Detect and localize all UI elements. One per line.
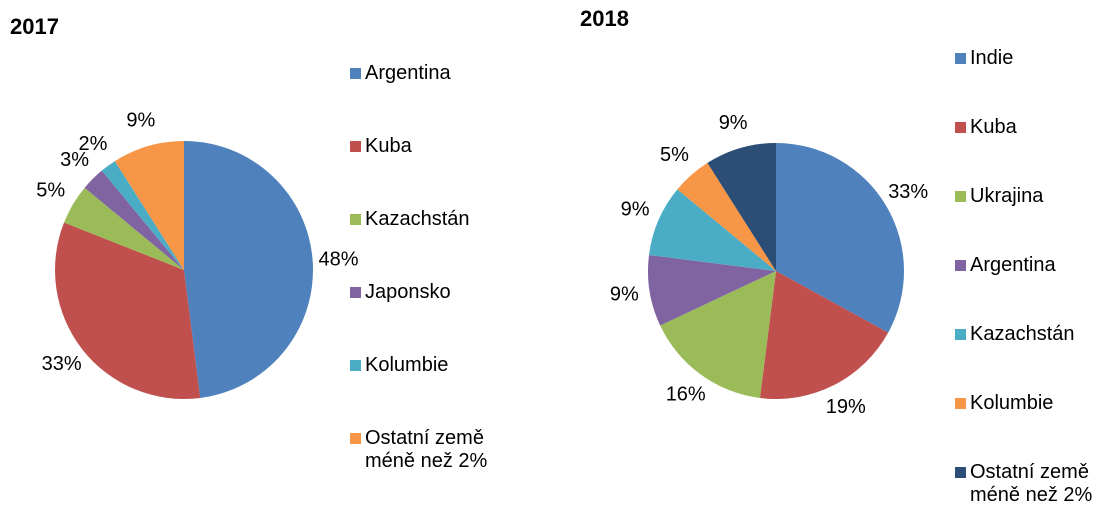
pie-slice (648, 254, 776, 326)
legend-label: Kuba (365, 135, 412, 157)
legend-label: Kuba (970, 116, 1017, 138)
data-label: 16% (666, 384, 706, 406)
pie-slice (649, 189, 776, 271)
legend-label: Kolumbie (365, 354, 449, 376)
data-label: 9% (610, 283, 639, 305)
legend-swatch (955, 260, 966, 271)
data-label: 9% (126, 110, 155, 132)
chart-title: 2018 (580, 6, 629, 31)
data-label: 48% (318, 249, 358, 271)
pie-slice (677, 162, 776, 271)
pie-slice (84, 170, 184, 270)
data-label: 33% (888, 181, 928, 203)
legend-item: Kuba (955, 116, 1120, 139)
legend-label: Ostatní země méně než 2% (365, 427, 488, 472)
legend-item: Japonsko (350, 281, 515, 304)
legend-item: Kazachstán (350, 208, 515, 231)
legend-label: Argentina (970, 254, 1056, 276)
legend-label: Kolumbie (970, 392, 1054, 414)
legend-item: Ostatní země méně než 2% (350, 427, 515, 473)
legend-swatch (955, 398, 966, 409)
pie-slice (184, 141, 313, 398)
legend-swatch (955, 191, 966, 202)
pie-slice (101, 161, 184, 270)
legend-item: Argentina (350, 62, 515, 85)
data-label: 5% (660, 144, 689, 166)
legend-item: Kazachstán (955, 323, 1120, 346)
data-label: 3% (60, 149, 89, 171)
data-label: 2% (79, 133, 108, 155)
pie-slice (54, 222, 201, 399)
pie-slice (707, 143, 776, 271)
legend-label: Indie (970, 47, 1014, 69)
pie-slice (759, 271, 889, 399)
legend-label: Japonsko (365, 281, 451, 303)
chart-title: 2017 (10, 14, 59, 39)
data-label: 33% (42, 353, 82, 375)
legend-label: Ukrajina (970, 185, 1044, 207)
pie-slice (64, 187, 184, 270)
legend-item: Kolumbie (350, 354, 515, 377)
legend-item: Kuba (350, 135, 515, 158)
legend-swatch (350, 433, 361, 444)
legend-item: Kolumbie (955, 392, 1120, 415)
legend-label: Kazachstán (365, 208, 470, 230)
data-label: 9% (621, 198, 650, 220)
legend-swatch (350, 360, 361, 371)
pie-slice (776, 143, 904, 333)
legend-label: Argentina (365, 62, 451, 84)
data-label: 19% (826, 396, 866, 418)
legend-swatch (350, 214, 361, 225)
legend-swatch (955, 122, 966, 133)
pie-slice (660, 271, 776, 398)
legend-label: Ostatní země méně než 2% (970, 461, 1093, 506)
data-label: 5% (36, 179, 65, 201)
legend-item: Argentina (955, 254, 1120, 277)
legend-swatch (955, 467, 966, 478)
data-label: 9% (719, 112, 748, 134)
legend-item: Ostatní země méně než 2% (955, 461, 1120, 507)
pie-slice (114, 141, 184, 270)
legend-swatch (350, 68, 361, 79)
legend-swatch (350, 287, 361, 298)
legend-swatch (350, 141, 361, 152)
legend-swatch (955, 329, 966, 340)
legend-label: Kazachstán (970, 323, 1075, 345)
legend-item: Indie (955, 47, 1120, 70)
legend-item: Ukrajina (955, 185, 1120, 208)
legend-swatch (955, 53, 966, 64)
